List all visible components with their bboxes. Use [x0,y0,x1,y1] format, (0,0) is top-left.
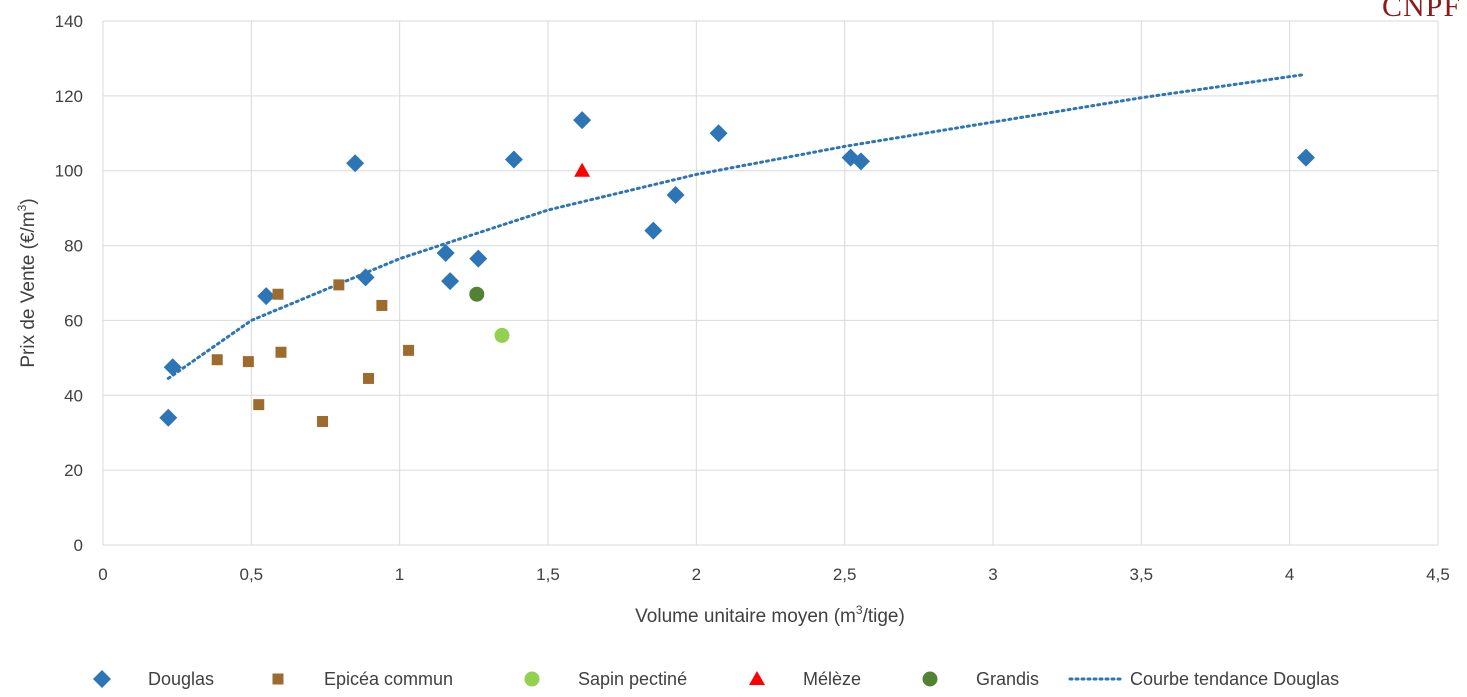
point-epic-a-commun [211,354,223,366]
legend-item: Mélèze [747,669,861,690]
y-tick-label: 140 [55,12,83,31]
y-axis-ticks: 0 20 40 60 80 100 120 140 [55,12,83,555]
point-epic-a-commun [253,399,265,411]
y-tick-label: 40 [64,386,83,405]
point-douglas [666,186,685,205]
legend-label: Grandis [976,668,1040,689]
x-tick-label: 3 [988,565,997,584]
legend-symbol [272,673,284,685]
legend-label: Courbe tendance Douglas [1130,668,1340,689]
x-tick-label: 2,5 [833,565,857,584]
x-tick-label: 4,5 [1426,565,1450,584]
y-tick-label: 120 [55,87,83,106]
x-tick-label: 0,5 [240,565,264,584]
point-douglas [851,152,870,171]
legend-symbol [1068,677,1126,681]
y-tick-label: 80 [64,237,83,256]
point-douglas [709,124,728,143]
y-tick-label: 0 [74,536,83,555]
point-douglas [163,358,182,377]
x-tick-label: 1 [395,565,404,584]
x-axis-ticks: 0 0,5 1 1,5 2 2,5 3 3,5 4 4,5 [98,565,1450,584]
legend-marker [272,673,284,685]
legend-item: Grandis [920,669,1039,690]
point-epic-a-commun [242,356,254,368]
legend-item: Courbe tendance Douglas [1068,669,1339,690]
point-grandis [469,286,485,302]
point-epic-a-commun [275,346,287,358]
x-tick-label: 0 [98,565,107,584]
point-epic-a-commun [376,299,388,311]
point-douglas [356,268,375,287]
y-tick-label: 20 [64,461,83,480]
trend-line [166,73,1306,380]
point-epic-a-commun [403,344,415,356]
point-douglas [469,249,488,268]
point-epic-a-commun [317,415,329,427]
legend-symbol [93,670,111,688]
x-tick-label: 2 [692,565,701,584]
point-douglas [257,287,276,306]
point-douglas [441,272,460,291]
x-axis-label: Volume unitaire moyen (m3/tige) [635,603,905,627]
point-douglas [644,221,663,240]
legend-marker [749,671,765,685]
point-douglas [504,150,523,169]
x-tick-label: 1,5 [536,565,560,584]
legend-symbol [749,671,765,685]
point-m-l-ze [574,162,591,177]
y-axis-label: Prix de Vente (€/m3) [15,198,39,367]
data-points [159,111,1315,427]
point-sapin-pectin- [494,327,510,343]
point-douglas [573,111,592,130]
cnpf-logo: CNPF [1381,0,1461,23]
x-tick-label: 3,5 [1130,565,1154,584]
trend-line-group [166,73,1306,380]
y-tick-label: 100 [55,162,83,181]
point-douglas [436,244,455,263]
x-tick-label: 4 [1285,565,1294,584]
point-douglas [346,154,365,173]
legend-item: Douglas [92,669,214,690]
point-epic-a-commun [333,279,345,291]
point-douglas [1296,148,1315,167]
y-tick-label: 60 [64,311,83,330]
legend-symbol [524,671,540,687]
chart-grid [102,20,1439,546]
point-epic-a-commun [363,372,375,384]
legend-item: Epicéa commun [268,669,453,690]
legend-label: Mélèze [803,668,862,689]
legend-label: Douglas [148,668,215,689]
legend-item: Sapin pectiné [522,669,687,690]
point-douglas [159,408,178,427]
legend-marker [93,670,111,688]
legend-marker [524,671,540,687]
legend-symbol [922,671,938,687]
legend-label: Epicéa commun [324,668,454,689]
point-epic-a-commun [272,288,284,300]
legend-label: Sapin pectiné [578,668,688,689]
legend-marker [922,671,938,687]
chart-legend: Douglas Epicéa commun Sapin pectiné Mélèze G… [0,664,1467,694]
